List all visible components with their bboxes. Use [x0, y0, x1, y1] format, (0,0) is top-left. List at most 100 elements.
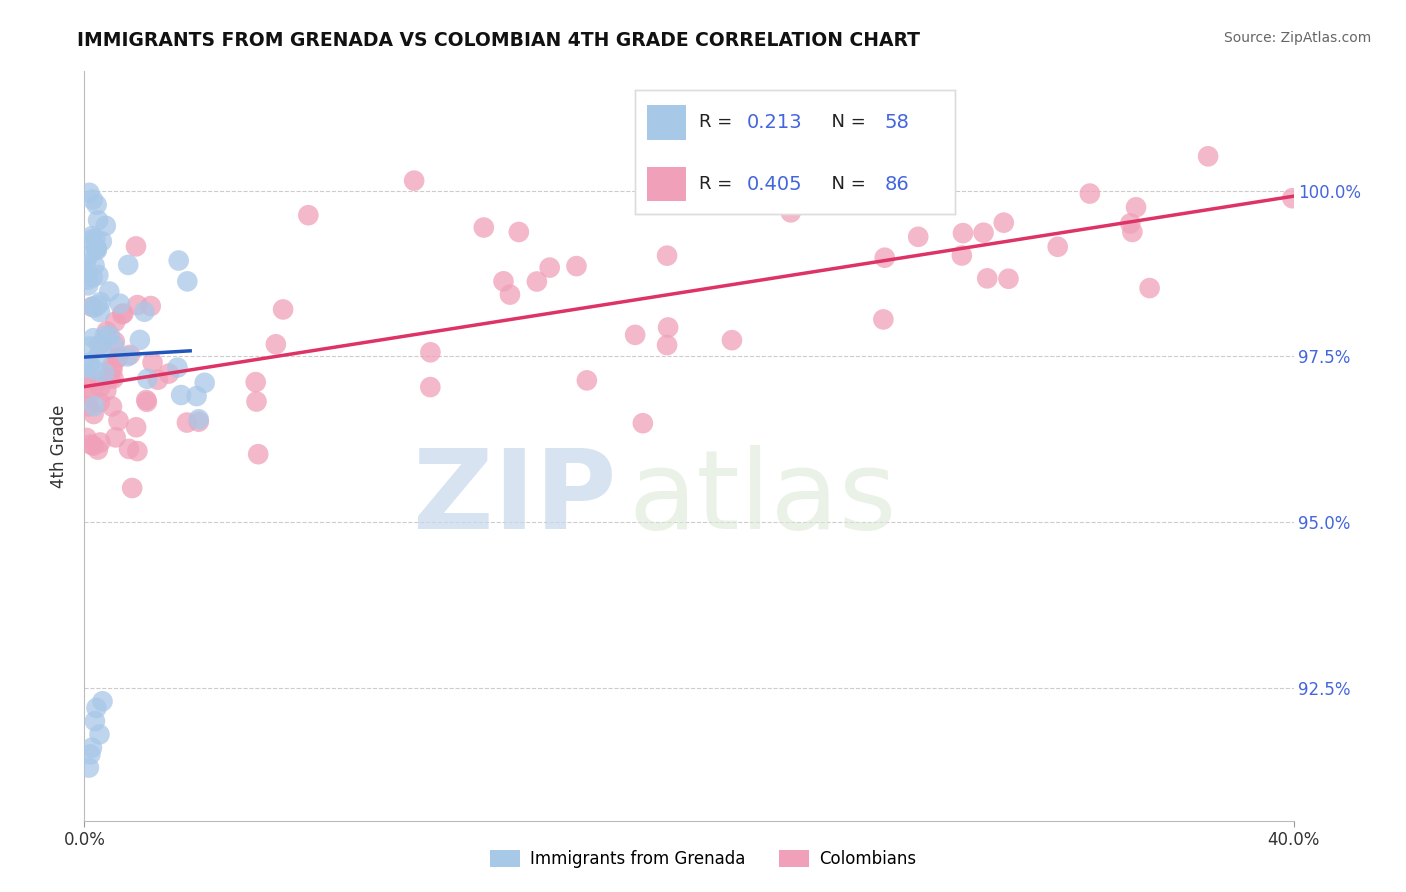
Point	[84, 232, 107, 246]
Point	[108, 296, 131, 310]
Point	[508, 225, 530, 239]
Point	[89, 435, 111, 450]
Point	[167, 253, 190, 268]
Point	[80, 233, 103, 247]
Point	[264, 337, 287, 351]
Point	[79, 339, 101, 353]
Point	[80, 740, 103, 755]
Point	[1197, 149, 1219, 163]
Point	[96, 384, 118, 398]
Point	[98, 328, 121, 343]
Text: atlas: atlas	[628, 445, 897, 552]
Point	[91, 694, 114, 708]
Point	[89, 295, 111, 310]
Point	[118, 348, 141, 362]
Point	[94, 219, 117, 233]
Point	[76, 431, 98, 445]
Point	[98, 371, 121, 385]
Point	[176, 274, 198, 288]
Point	[121, 481, 143, 495]
Point	[89, 338, 111, 352]
Point	[82, 331, 104, 345]
Point	[87, 348, 110, 362]
Point	[136, 372, 159, 386]
Point	[245, 375, 267, 389]
Point	[157, 367, 180, 381]
Point	[111, 307, 134, 321]
Point	[101, 359, 124, 373]
Point	[104, 334, 127, 349]
Point	[194, 376, 217, 390]
Point	[79, 356, 101, 370]
Point	[872, 312, 894, 326]
Point	[77, 273, 100, 287]
Point	[73, 267, 96, 281]
Point	[77, 278, 100, 293]
Point	[118, 442, 141, 456]
Point	[80, 229, 103, 244]
Point	[77, 761, 100, 775]
Point	[90, 380, 112, 394]
Point	[950, 248, 973, 262]
Point	[84, 714, 107, 728]
Point	[86, 198, 108, 212]
Point	[82, 439, 104, 453]
Point	[89, 727, 111, 741]
Text: IMMIGRANTS FROM GRENADA VS COLOMBIAN 4TH GRADE CORRELATION CHART: IMMIGRANTS FROM GRENADA VS COLOMBIAN 4TH…	[77, 31, 921, 50]
Point	[245, 394, 267, 409]
Point	[492, 274, 515, 288]
Point	[187, 415, 209, 429]
Point	[86, 242, 108, 256]
Point	[91, 336, 114, 351]
Point	[127, 444, 149, 458]
Point	[80, 300, 103, 314]
Point	[721, 333, 744, 347]
Point	[657, 320, 679, 334]
Point	[103, 338, 125, 352]
Point	[141, 356, 163, 370]
Point	[247, 447, 270, 461]
Point	[96, 324, 118, 338]
Point	[75, 360, 97, 375]
Point	[526, 275, 548, 289]
Point	[104, 315, 127, 329]
Point	[75, 257, 97, 271]
Point	[166, 360, 188, 375]
Point	[107, 351, 129, 365]
Point	[139, 299, 162, 313]
Point	[1125, 200, 1147, 214]
Point	[117, 258, 139, 272]
Point	[83, 407, 105, 421]
Point	[176, 416, 198, 430]
Point	[77, 249, 100, 263]
Point	[117, 350, 139, 364]
Point	[98, 285, 121, 299]
Point	[993, 216, 1015, 230]
Point	[134, 304, 156, 318]
Point	[89, 305, 111, 319]
Point	[125, 420, 148, 434]
Point	[1139, 281, 1161, 295]
Point	[107, 351, 129, 365]
Point	[499, 287, 522, 301]
Point	[655, 249, 678, 263]
Point	[1078, 186, 1101, 201]
Point	[404, 174, 426, 188]
Point	[83, 363, 105, 377]
Point	[997, 272, 1019, 286]
Point	[94, 328, 117, 343]
Point	[472, 220, 495, 235]
Point	[779, 205, 801, 219]
Point	[75, 380, 97, 394]
Text: Source: ZipAtlas.com: Source: ZipAtlas.com	[1223, 31, 1371, 45]
Point	[125, 239, 148, 253]
Point	[631, 416, 654, 430]
Legend: Immigrants from Grenada, Colombians: Immigrants from Grenada, Colombians	[484, 843, 922, 875]
Point	[80, 437, 103, 451]
Point	[1046, 240, 1069, 254]
Point	[538, 260, 561, 275]
Point	[271, 302, 294, 317]
Point	[976, 271, 998, 285]
Point	[973, 226, 995, 240]
Point	[419, 380, 441, 394]
